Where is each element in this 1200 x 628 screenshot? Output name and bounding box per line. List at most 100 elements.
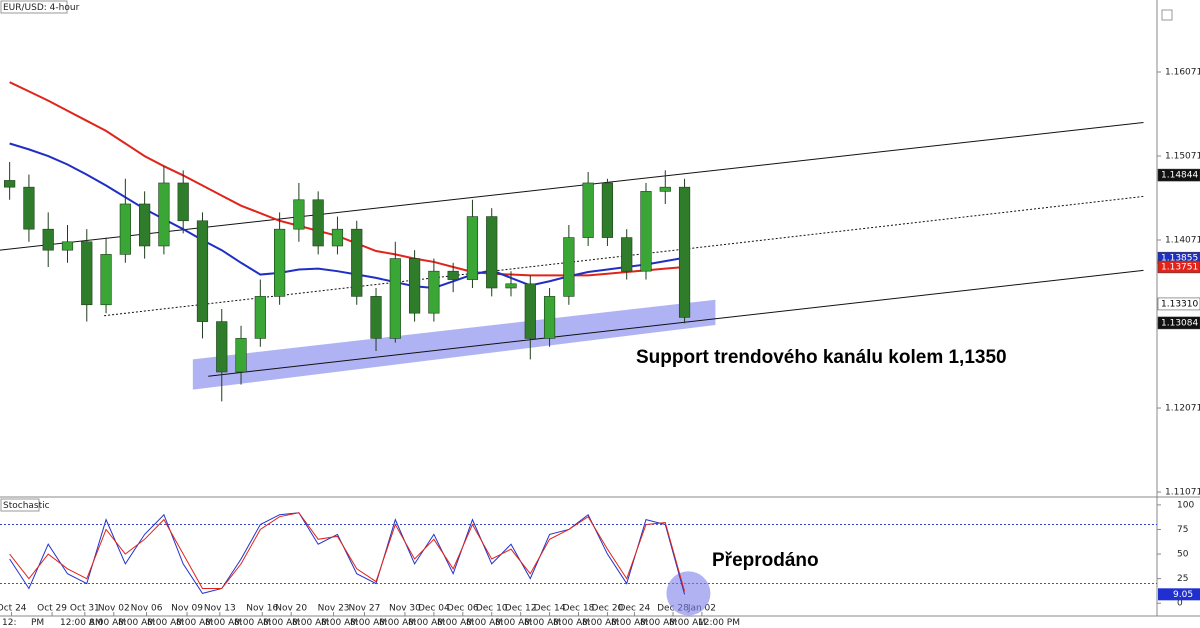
price-label: 1.13310 [1161,299,1198,309]
x-tick-label: Nov 06 [131,604,163,614]
price-label: 1.13084 [1161,318,1198,328]
candle-body [389,258,401,339]
candle-body [293,199,305,230]
time-label: 8:00 AM [89,618,126,628]
chart-title: EUR/USD: 4-hour [3,3,80,13]
candle-body [408,258,421,314]
candle-body [331,228,344,247]
oversold-annotation: Přeprodáno [712,550,819,571]
y-tick-label: 1.14071 [1165,236,1200,246]
x-tick-label: Dec 06 [447,604,479,614]
time-label: 8:00 AM [234,618,271,628]
x-tick-label: Nov 16 [246,604,278,614]
price-label-box [1157,297,1200,311]
candle-body [466,216,479,280]
trend-line [208,269,1144,377]
candle-body [100,254,112,306]
time-label: 8:00 AM [205,618,242,628]
x-tick-label: Dec 18 [563,604,595,614]
candle-body [23,186,35,230]
time-label: 8:00 AM [292,618,329,628]
y-tick-label: 50 [1177,550,1189,560]
value-label: 9.05 [1173,590,1193,600]
time-label: 8:00 AM [466,618,503,628]
time-label: 8:00 AM [524,618,561,628]
x-tick-label: Oct 24 [0,604,27,614]
time-label: 8:00 AM [495,618,532,628]
y-tick-label: 1.12071 [1165,404,1200,414]
x-tick-label: Dec 12 [505,604,537,614]
candle-body [351,228,363,297]
time-label: 8:00 AM [553,618,590,628]
candle-body [216,321,228,373]
settings-icon[interactable] [1161,9,1173,21]
indicator-title: Stochastic [3,501,50,511]
time-label: 12: [2,618,16,628]
y-tick-label: 1.11071 [1165,488,1200,498]
candle-body [505,283,517,289]
time-label: 12:00 PM [698,618,740,628]
time-label: 8:00 AM [263,618,300,628]
candle-body [312,199,324,247]
x-tick-label: Oct 31 [70,604,100,614]
candle-body [235,338,247,373]
time-label: 8:00 AM [408,618,445,628]
support-annotation: Support trendového kanálu kolem 1,1350 [636,347,1007,368]
title-box [0,0,68,14]
candle-body [678,186,691,318]
x-tick-label: Nov 30 [389,604,421,614]
candle-body [486,216,498,289]
x-tick-label: Nov 27 [349,604,381,614]
x-tick-label: Oct 29 [37,604,67,614]
time-label: 8:00 AM [611,618,648,628]
time-label: 8:00 AM [176,618,213,628]
x-tick-label: Nov 02 [98,604,130,614]
candle-body [621,237,633,272]
indicator-title-box [0,498,40,512]
y-tick-label: 100 [1177,500,1194,510]
x-tick-label: Dec 24 [619,604,651,614]
trend-line [0,121,1144,251]
candle-body [61,241,74,251]
time-label: 12:00 AM [60,618,103,628]
y-tick-label: 75 [1177,525,1188,535]
time-label: 8:00 AM [321,618,358,628]
price-label: 1.13855 [1161,254,1198,264]
candle-body [447,270,459,280]
time-label: 8:00 AM [118,618,155,628]
time-label: 8:00 AM [669,618,706,628]
time-label: 8:00 AM [582,618,619,628]
x-tick-label: Dec 14 [534,604,566,614]
price-label-box [1157,260,1200,274]
candle-body [42,228,54,251]
highlight-circle [666,571,711,616]
candle-body [196,220,209,322]
candle-body [139,203,151,247]
x-tick-label: Nov 13 [204,604,236,614]
candle-body [158,182,170,247]
y-tick-label: 1.16071 [1165,67,1200,77]
channel-band [192,299,716,390]
y-tick-label: 0 [1177,599,1183,609]
time-label: 8:00 AM [437,618,474,628]
x-tick-label: Nov 23 [318,604,350,614]
time-label: 8:00 AM [350,618,387,628]
price-label: 1.13751 [1161,262,1198,272]
y-tick-label: 1.15071 [1165,152,1200,162]
time-label: 8:00 AM [640,618,677,628]
candle-body [81,241,93,306]
candle-body [659,186,671,192]
candle-body [254,296,266,339]
y-tick-label: 25 [1177,574,1188,584]
candle-body [524,283,536,339]
candle-body [177,182,189,222]
candle-body [601,182,614,238]
x-tick-label: Dec 10 [476,604,508,614]
price-label-box [1157,168,1200,182]
x-tick-label: Nov 20 [275,604,307,614]
price-label: 1.14844 [1161,171,1198,181]
value-label-box [1158,588,1200,601]
candle-body [640,191,652,272]
candle-body [370,296,382,339]
